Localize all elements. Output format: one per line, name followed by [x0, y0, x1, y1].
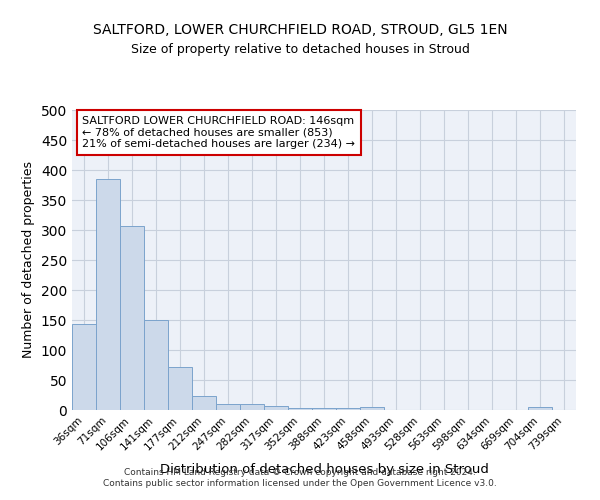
Bar	[192, 396, 216, 410]
Bar	[336, 408, 360, 410]
Bar	[144, 320, 168, 410]
Text: SALTFORD, LOWER CHURCHFIELD ROAD, STROUD, GL5 1EN: SALTFORD, LOWER CHURCHFIELD ROAD, STROUD…	[92, 22, 508, 36]
Bar	[216, 404, 240, 410]
Bar	[312, 408, 336, 410]
Bar	[240, 404, 264, 410]
Text: Contains HM Land Registry data © Crown copyright and database right 2024.
Contai: Contains HM Land Registry data © Crown c…	[103, 468, 497, 487]
Bar	[72, 324, 96, 410]
Bar	[528, 407, 552, 410]
Text: Size of property relative to detached houses in Stroud: Size of property relative to detached ho…	[131, 42, 469, 56]
Bar	[360, 407, 384, 410]
Bar	[120, 226, 144, 410]
Text: SALTFORD LOWER CHURCHFIELD ROAD: 146sqm
← 78% of detached houses are smaller (85: SALTFORD LOWER CHURCHFIELD ROAD: 146sqm …	[82, 116, 355, 149]
X-axis label: Distribution of detached houses by size in Stroud: Distribution of detached houses by size …	[160, 463, 488, 476]
Y-axis label: Number of detached properties: Number of detached properties	[22, 162, 35, 358]
Bar	[288, 408, 312, 410]
Bar	[264, 406, 288, 410]
Bar	[96, 179, 120, 410]
Bar	[168, 367, 192, 410]
